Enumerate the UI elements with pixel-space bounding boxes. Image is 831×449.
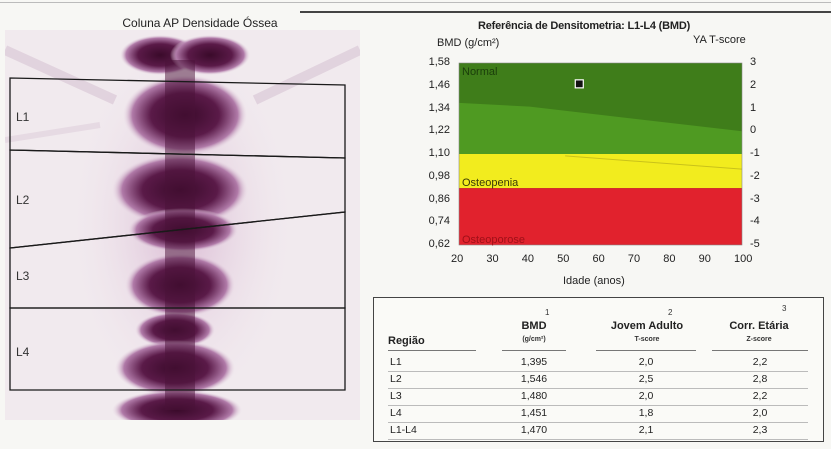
x-tick-label: 70 — [627, 253, 641, 265]
x-tick-label: 90 — [698, 253, 711, 265]
header-t-score: T-score — [634, 336, 660, 343]
cell-z-score: 2,3 — [752, 424, 768, 436]
patient-point-marker — [574, 79, 584, 89]
results-table: 1 2 3 Região BMD (g/cm²) Jovem Adulto T-… — [373, 297, 824, 442]
y2-tick-label: 3 — [750, 56, 757, 68]
cell-z-score: 2,0 — [752, 407, 768, 419]
cell-t-score: 2,0 — [638, 390, 654, 402]
spine-scan-image — [5, 30, 360, 420]
y-tick-label: 0,86 — [428, 192, 450, 205]
header-region: Região — [388, 335, 425, 347]
x-tick-label: 100 — [734, 253, 753, 265]
row-divider — [388, 422, 808, 423]
x-tick-label: 50 — [557, 253, 570, 265]
header-rule — [300, 11, 831, 13]
y-tick-label: 0,74 — [428, 215, 450, 228]
col-number-1: 1 — [545, 308, 550, 317]
cell-t-score: 1,8 — [638, 407, 654, 419]
cell-region: L3 — [390, 390, 402, 402]
x-tick-label: 30 — [486, 253, 499, 265]
y-tick-label: 0,98 — [428, 169, 450, 182]
y2-tick-label: -1 — [750, 147, 760, 159]
y-tick-label: 1,58 — [428, 56, 450, 68]
cell-bmd: 1,480 — [520, 390, 548, 402]
row-divider — [388, 439, 808, 440]
vertebra-shapes — [112, 35, 250, 420]
header-young-adult: Jovem Adulto — [610, 320, 684, 332]
cell-region: L1 — [390, 356, 402, 368]
y2-tick-label: -2 — [750, 169, 760, 182]
roi-label-l3: L3 — [16, 269, 30, 283]
y2-tick-label: 0 — [750, 124, 757, 137]
cell-z-score: 2,2 — [752, 356, 768, 368]
y-tick-label: 1,22 — [428, 124, 450, 137]
roi-label-l1: L1 — [16, 110, 30, 124]
header-bmd: BMD — [521, 320, 547, 332]
x-axis-label: Idade (anos) — [563, 275, 625, 287]
cell-region: L2 — [390, 373, 402, 385]
y2-tick-label: 2 — [750, 78, 757, 91]
x-tick-label: 60 — [592, 253, 605, 265]
y-tick-label: 1,46 — [428, 78, 450, 91]
y2-tick-label: -5 — [750, 238, 760, 250]
header-divider-t — [596, 350, 696, 351]
header-divider-bmd — [502, 350, 566, 351]
cell-z-score: 2,2 — [752, 390, 768, 402]
y-tick-label: 0,62 — [428, 238, 450, 250]
cell-region: L4 — [390, 407, 402, 419]
roi-label-l2: L2 — [16, 193, 30, 207]
row-divider — [388, 388, 808, 389]
y2-axis-label: YA T-score — [693, 34, 746, 46]
zone-label-osteopenia: Osteopenia — [462, 177, 519, 189]
plot-frame — [458, 62, 743, 246]
y-axis-label: BMD (g/cm²) — [437, 37, 500, 49]
header-bmd-unit: (g/cm²) — [522, 336, 546, 343]
row-divider — [388, 371, 808, 372]
col-number-2: 2 — [668, 308, 673, 317]
header-age-matched: Corr. Etária — [729, 320, 789, 332]
y2-tick-label: -3 — [750, 192, 760, 205]
cell-bmd: 1,470 — [520, 424, 548, 436]
cell-bmd: 1,395 — [520, 356, 548, 368]
x-tick-label: 80 — [663, 253, 676, 265]
cell-region: L1-L4 — [390, 424, 417, 436]
row-divider — [388, 405, 808, 406]
zone-osteoporose — [459, 188, 742, 245]
header-z-score: Z-score — [746, 336, 772, 343]
x-tick-label: 20 — [451, 253, 464, 265]
zone-label-osteoporose: Osteoporose — [462, 234, 525, 246]
scan-title: Coluna AP Densidade Óssea — [122, 16, 278, 30]
x-tick-label: 40 — [521, 253, 534, 265]
zone-normal — [459, 102, 742, 154]
y2-tick-label: 1 — [750, 101, 757, 114]
zone-label-normal: Normal — [462, 66, 498, 78]
cell-t-score: 2,1 — [638, 424, 654, 436]
header-divider-region — [388, 350, 476, 351]
chart-title: Referência de Densitometria: L1-L4 (BMD) — [478, 20, 691, 32]
zone-osteopenia — [459, 154, 742, 189]
header-divider-z — [712, 350, 808, 351]
osteopenia-trend-line — [565, 155, 743, 170]
roi-label-l4: L4 — [16, 345, 30, 359]
cell-z-score: 2,8 — [752, 373, 768, 385]
y-tick-label: 1,34 — [428, 101, 450, 114]
cell-bmd: 1,451 — [520, 407, 548, 419]
y-tick-label: 1,10 — [428, 147, 450, 159]
top-rule — [0, 2, 831, 3]
y2-tick-label: -4 — [750, 215, 760, 228]
roi-boxes — [9, 77, 346, 391]
cell-t-score: 2,0 — [638, 356, 654, 368]
col-number-3: 3 — [782, 304, 787, 313]
cell-t-score: 2,5 — [638, 373, 654, 385]
cell-bmd: 1,546 — [520, 373, 548, 385]
